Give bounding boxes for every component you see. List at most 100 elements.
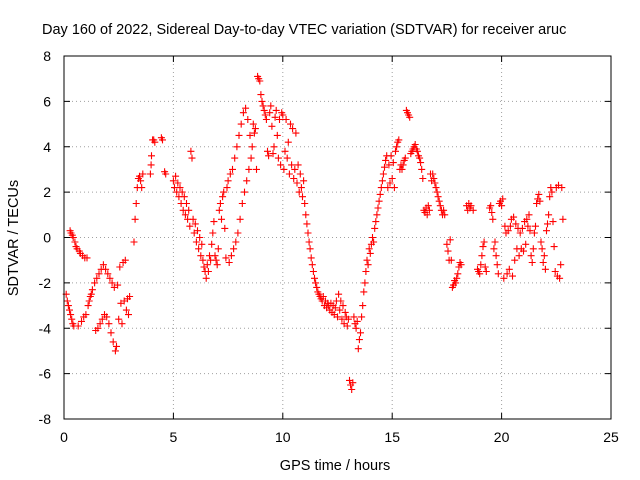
data-point <box>87 290 95 298</box>
data-point <box>69 234 77 241</box>
data-point <box>349 379 357 387</box>
data-point <box>93 274 101 282</box>
data-point <box>377 184 385 192</box>
data-point <box>264 147 271 155</box>
data-point <box>174 179 182 187</box>
data-point <box>500 274 508 282</box>
data-point <box>105 320 113 328</box>
data-point <box>375 197 383 205</box>
data-point <box>210 218 218 226</box>
data-point <box>357 329 364 337</box>
data-point <box>362 268 370 275</box>
data-point <box>447 256 455 264</box>
data-point <box>509 272 516 280</box>
data-point <box>307 254 315 262</box>
data-point <box>290 175 298 182</box>
data-point <box>363 256 371 264</box>
data-point <box>335 290 343 298</box>
data-point <box>183 200 190 207</box>
data-point <box>522 240 530 248</box>
data-point <box>288 161 296 169</box>
data-point <box>296 170 304 178</box>
data-point <box>232 238 240 246</box>
data-point <box>172 172 180 180</box>
data-point <box>94 324 102 332</box>
x-tick-label: 15 <box>384 429 400 445</box>
data-point <box>188 154 196 162</box>
data-point <box>226 170 234 178</box>
data-point <box>434 193 442 201</box>
data-point <box>192 238 200 246</box>
data-point <box>137 177 145 185</box>
data-point <box>354 345 362 353</box>
data-point <box>395 136 403 144</box>
data-point <box>293 179 301 187</box>
data-point <box>98 315 106 323</box>
y-tick-label: -2 <box>39 275 52 291</box>
data-series <box>62 72 567 393</box>
data-point <box>302 211 310 219</box>
data-point <box>467 202 475 210</box>
data-point <box>379 170 387 178</box>
data-point <box>378 177 386 185</box>
data-point <box>114 281 122 289</box>
data-point <box>83 254 91 262</box>
data-point <box>311 274 318 282</box>
data-point <box>493 261 501 269</box>
data-point <box>84 302 92 310</box>
data-point <box>499 195 507 203</box>
data-point <box>111 347 119 355</box>
data-point <box>443 240 451 248</box>
data-point <box>406 113 414 121</box>
data-point <box>270 143 278 151</box>
data-point <box>343 322 351 330</box>
data-point <box>249 120 257 128</box>
data-point <box>64 302 72 310</box>
data-point <box>339 302 347 310</box>
data-point <box>492 252 500 260</box>
data-point <box>312 279 320 287</box>
data-point <box>276 116 283 123</box>
data-point <box>548 188 556 196</box>
data-point <box>358 313 366 321</box>
data-point <box>237 120 245 128</box>
data-point <box>304 229 312 237</box>
data-point <box>131 215 139 223</box>
data-point <box>151 138 159 146</box>
data-point <box>285 170 293 178</box>
axis-ticks: 0 5 10 15 20 25 -8 -6 -4 -2 0 2 4 6 8 <box>39 48 619 445</box>
data-point <box>536 197 544 205</box>
data-point <box>261 111 269 119</box>
data-point <box>238 200 246 207</box>
data-point <box>289 125 297 133</box>
data-point <box>273 131 281 139</box>
data-point <box>348 386 356 393</box>
data-point <box>272 106 280 114</box>
x-axis-label: GPS time / hours <box>280 458 390 474</box>
data-point <box>104 270 112 278</box>
data-point <box>551 268 559 275</box>
data-point <box>91 279 99 287</box>
data-point <box>295 188 303 196</box>
data-point <box>116 263 124 271</box>
data-point <box>413 147 421 155</box>
data-point <box>115 315 123 323</box>
data-point <box>429 170 437 178</box>
data-point <box>245 165 253 173</box>
data-point <box>204 268 212 275</box>
data-point <box>121 256 129 264</box>
data-point <box>181 211 189 219</box>
data-point <box>197 252 205 260</box>
data-point <box>212 256 220 264</box>
data-point <box>229 165 236 173</box>
data-point <box>469 206 477 214</box>
data-point <box>109 338 117 346</box>
data-point <box>482 268 490 275</box>
data-point <box>529 245 537 253</box>
data-point <box>393 143 401 151</box>
data-point <box>213 261 221 269</box>
data-point <box>387 152 395 160</box>
data-point <box>299 193 306 201</box>
data-point <box>236 215 244 223</box>
data-point <box>334 313 341 321</box>
